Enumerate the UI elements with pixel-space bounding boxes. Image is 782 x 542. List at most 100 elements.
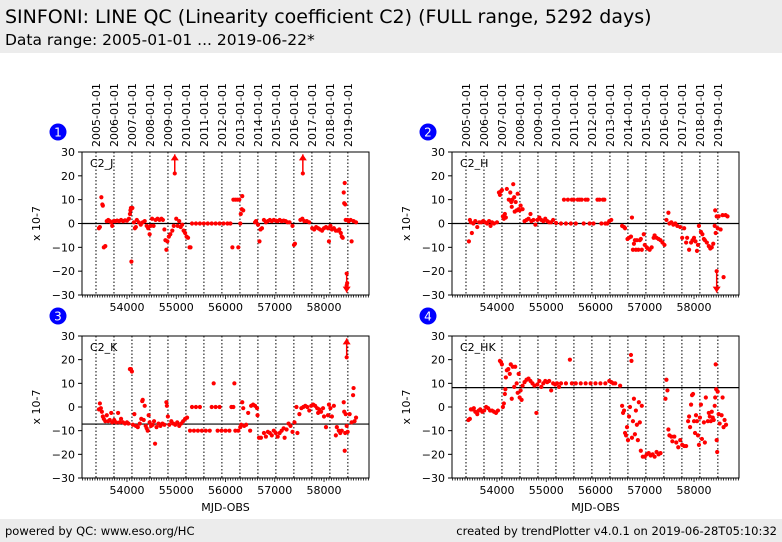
data-point — [339, 428, 344, 433]
y-tick-label: 0 — [68, 401, 75, 414]
data-point — [636, 400, 641, 405]
date-tick-label: 2015-01-01 — [270, 83, 283, 147]
data-point — [691, 235, 697, 240]
data-point — [637, 420, 642, 425]
y-tick-label: 10 — [431, 194, 445, 207]
data-point — [475, 412, 480, 417]
data-point — [109, 410, 114, 416]
data-point — [669, 434, 674, 439]
panel-label: C2_HK — [460, 341, 496, 354]
data-point — [142, 403, 147, 408]
data-point — [713, 362, 718, 367]
data-point — [512, 384, 517, 389]
data-point — [97, 401, 102, 406]
data-point — [633, 408, 638, 413]
data-point — [145, 428, 150, 433]
data-point — [501, 401, 506, 406]
data-point — [676, 445, 681, 450]
data-point — [599, 221, 604, 226]
data-point — [290, 429, 295, 434]
data-point — [142, 219, 147, 224]
data-point — [712, 223, 717, 228]
data-point — [307, 408, 312, 413]
x-tick-label: 54000 — [109, 484, 144, 497]
data-point — [702, 440, 707, 445]
data-point — [571, 197, 576, 202]
date-tick-label: 2012-01-01 — [216, 83, 229, 147]
panel-number-badge — [49, 307, 67, 325]
data-point — [197, 221, 202, 226]
y-tick-label: −30 — [52, 472, 75, 485]
data-point — [337, 227, 342, 232]
y-tick-label: −30 — [422, 472, 445, 485]
date-tick-label: 2016-01-01 — [658, 83, 671, 147]
data-point — [716, 214, 721, 219]
data-point — [240, 193, 245, 199]
data-point — [631, 396, 637, 401]
data-point — [325, 413, 331, 418]
data-point — [254, 406, 260, 411]
x-tick-label: 58000 — [677, 301, 712, 314]
data-points — [96, 180, 359, 290]
data-point — [528, 211, 533, 217]
data-point — [723, 422, 729, 427]
data-point — [187, 428, 193, 433]
data-point — [497, 192, 503, 197]
data-point — [515, 191, 520, 196]
panel-1: 2005-01-01 2006-01-01 2007-01-01 2008-01-01… — [30, 83, 370, 314]
data-point — [515, 390, 520, 395]
data-point — [721, 275, 726, 280]
data-point — [473, 219, 478, 224]
y-tick-label: 20 — [61, 354, 75, 367]
data-point — [290, 223, 295, 228]
data-point — [581, 221, 586, 226]
data-point — [693, 239, 698, 244]
data-point — [255, 413, 260, 418]
out-of-range-arrow-head — [342, 338, 351, 345]
data-point — [686, 419, 691, 424]
y-tick-label: 20 — [431, 170, 445, 183]
data-point — [551, 217, 556, 223]
data-point — [715, 449, 720, 455]
data-point — [341, 400, 346, 405]
date-tick-label: 2008-01-01 — [144, 83, 157, 147]
data-point — [502, 211, 507, 217]
date-tick-label: 2014-01-01 — [252, 83, 265, 147]
data-point — [152, 441, 158, 446]
data-point — [130, 205, 135, 211]
data-point — [467, 416, 472, 421]
y-tick-label: 20 — [431, 354, 445, 367]
data-point — [129, 259, 134, 264]
x-tick-label: 54000 — [479, 301, 514, 314]
data-point — [664, 217, 669, 223]
data-point — [713, 230, 718, 236]
data-point — [709, 409, 714, 414]
data-point — [512, 195, 517, 200]
data-point — [678, 438, 683, 443]
date-tick-label: 2019-01-01 — [712, 83, 725, 147]
y-tick-label: 10 — [61, 194, 75, 207]
data-point — [188, 245, 193, 250]
data-point — [598, 381, 603, 386]
data-point — [189, 221, 195, 226]
y-axis-label: x 10-7 — [30, 390, 43, 425]
data-point — [185, 235, 191, 240]
data-point — [685, 235, 690, 240]
data-point — [623, 433, 629, 438]
data-point — [563, 381, 569, 386]
data-point — [626, 414, 632, 419]
data-point — [183, 230, 188, 236]
data-point — [292, 420, 297, 425]
panel-label: C2_K — [90, 341, 118, 354]
data-point — [167, 422, 172, 427]
data-point — [209, 404, 214, 410]
data-point — [184, 415, 190, 420]
data-point — [554, 381, 560, 386]
data-point — [664, 377, 669, 382]
data-point — [471, 406, 476, 411]
data-point — [149, 216, 155, 221]
data-point — [507, 371, 512, 376]
data-point — [682, 226, 687, 231]
data-point — [670, 439, 675, 444]
data-point — [323, 425, 329, 430]
